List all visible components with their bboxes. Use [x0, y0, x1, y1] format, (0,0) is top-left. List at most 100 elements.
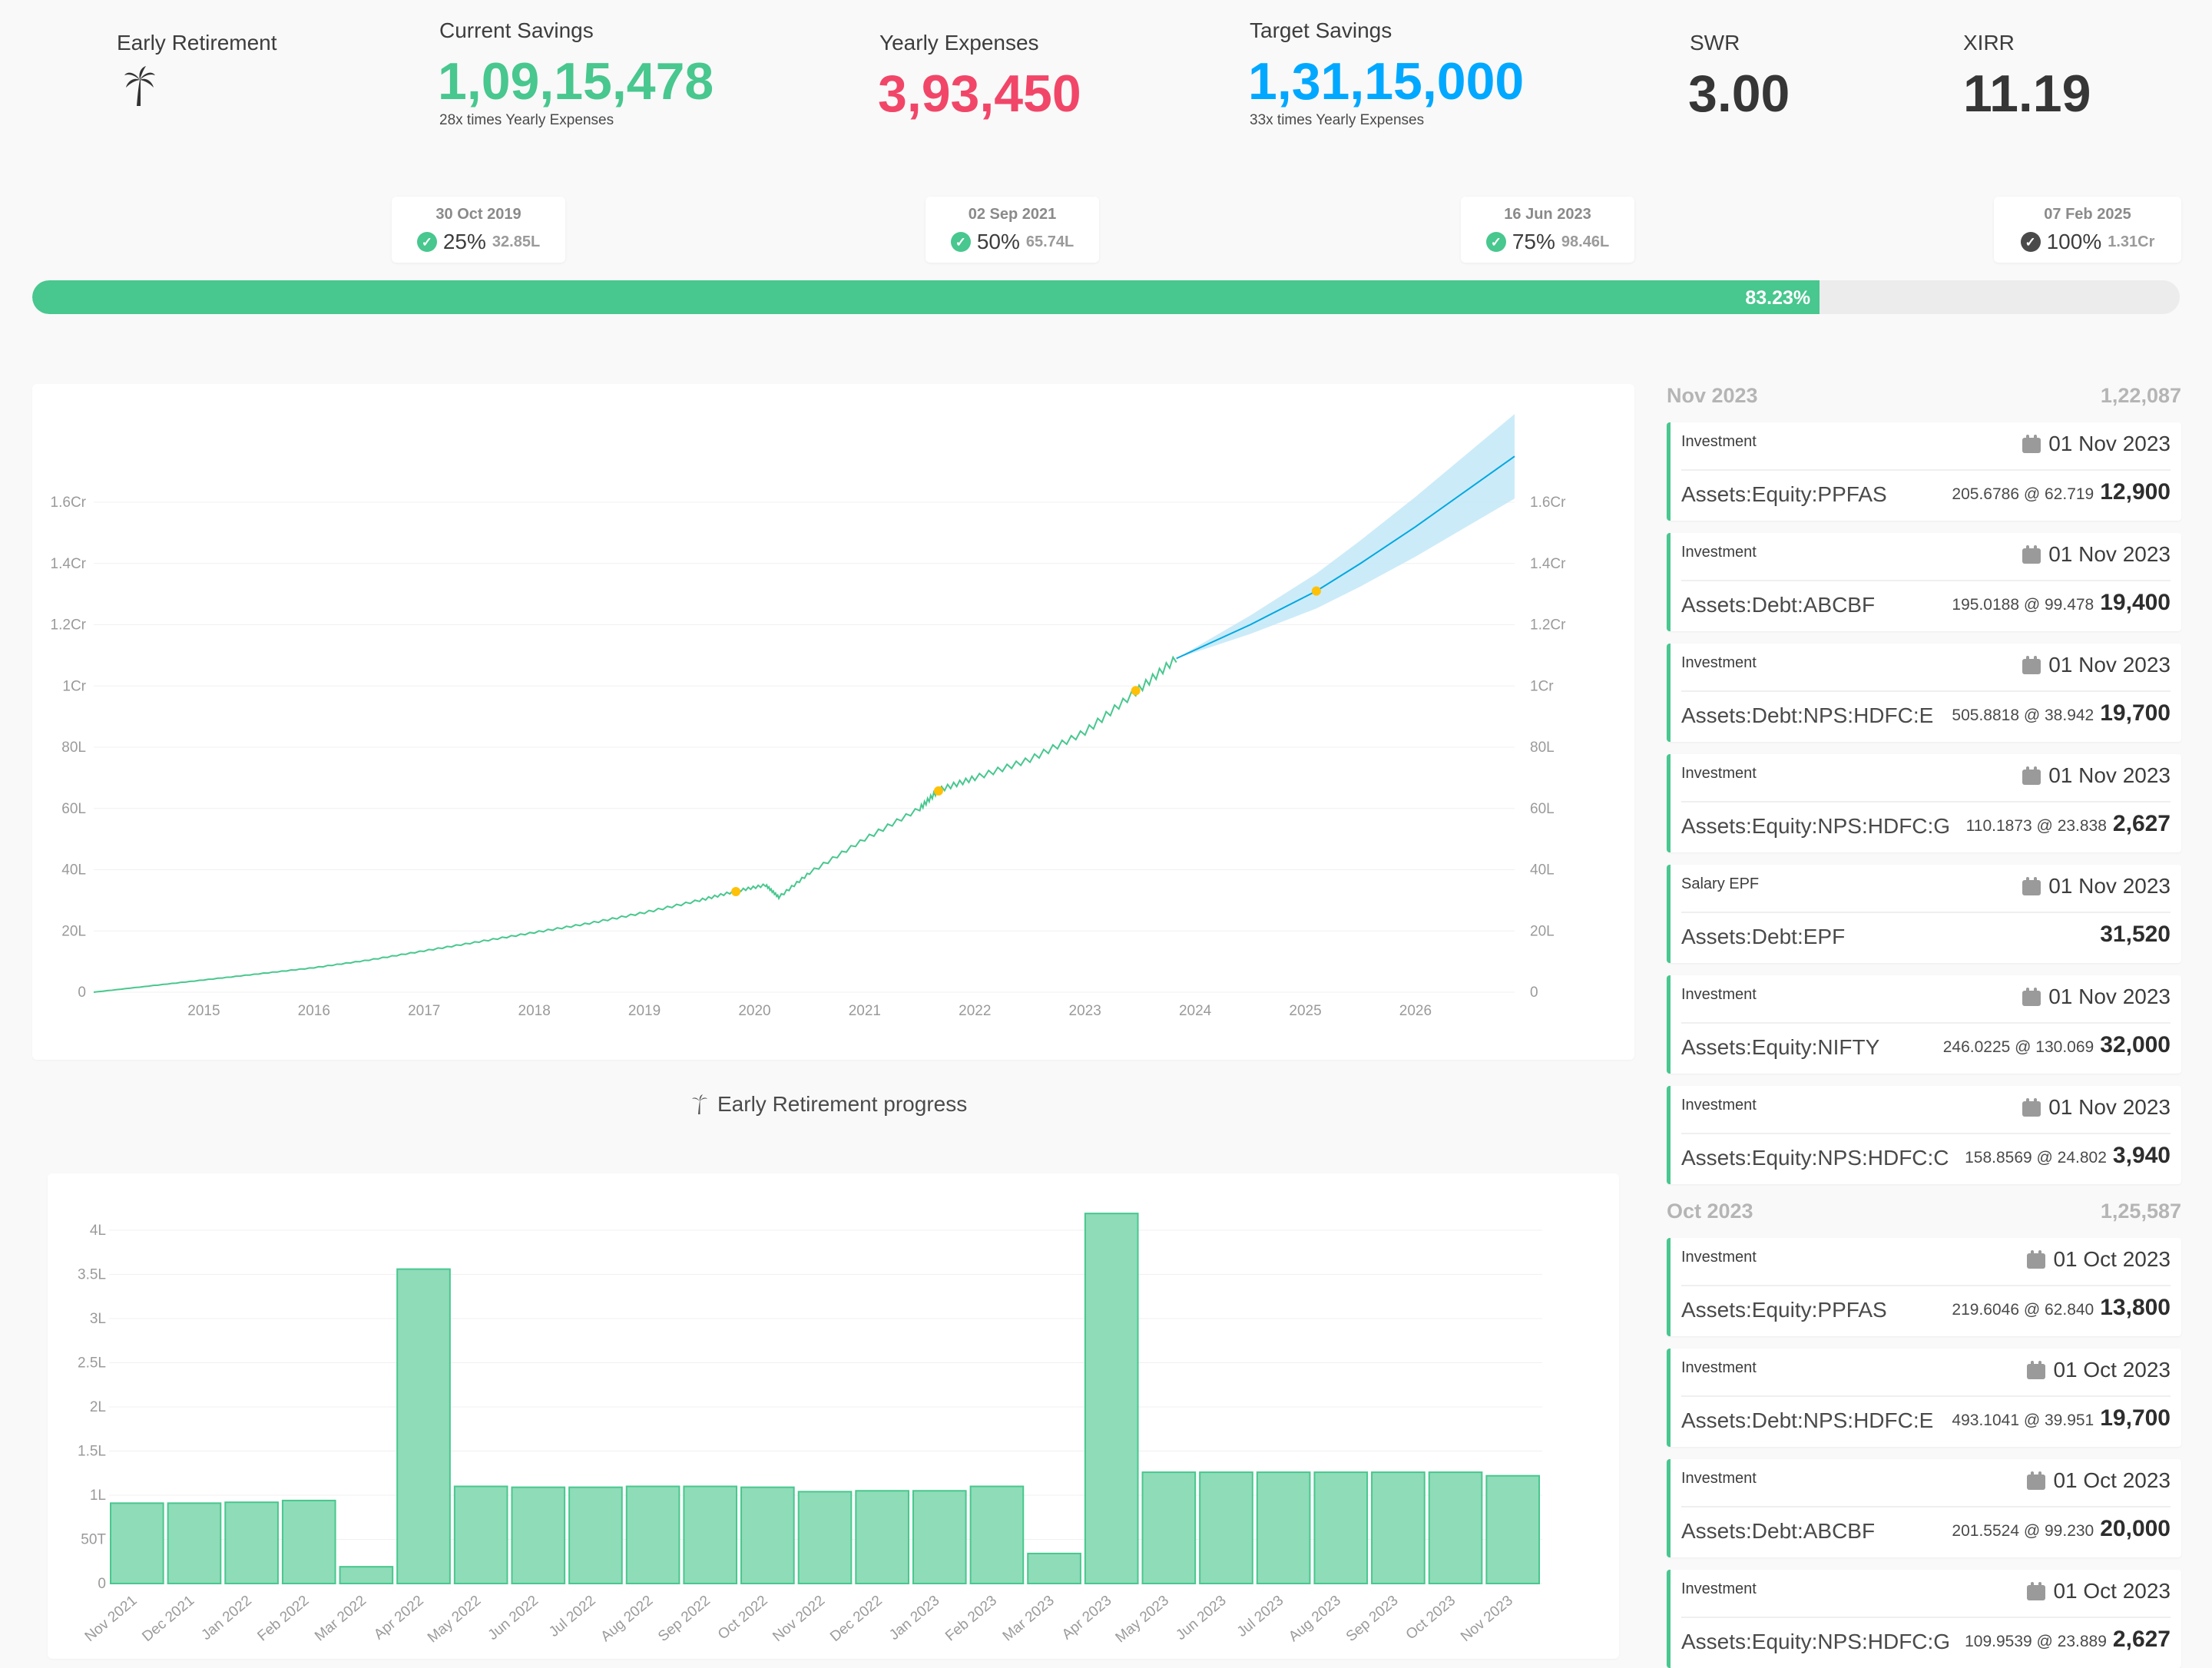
transaction-date-text: 01 Nov 2023: [2048, 985, 2171, 1008]
bar: [224, 1501, 279, 1585]
x-tick-label: Jul 2023: [1234, 1593, 1287, 1640]
transaction-description: Investment: [1681, 765, 1757, 782]
x-tick-label: Jun 2023: [1173, 1593, 1229, 1643]
transaction-units: 158.8569 @ 24.802: [1965, 1149, 2107, 1167]
transaction-card[interactable]: Investment 01 Nov 2023 Assets:Equity:NPS:H…: [1667, 754, 2181, 852]
transaction-values: 158.8569 @ 24.802 3,940: [1965, 1143, 2171, 1169]
y-tick-label: 1.4Cr: [51, 556, 87, 572]
target-savings-label: Target Savings: [1250, 18, 1392, 42]
transaction-date-text: 01 Nov 2023: [2048, 432, 2171, 455]
calendar-icon: [2027, 1582, 2046, 1600]
transaction-card[interactable]: Investment 01 Nov 2023 Assets:Debt:ABCBF 19…: [1667, 533, 2181, 631]
y-tick-label: 1.2Cr: [51, 617, 87, 634]
palm-tree-icon: [692, 1094, 707, 1114]
progress-label: 83.23%: [1745, 287, 1811, 309]
x-tick-label: Nov 2023: [1458, 1593, 1516, 1645]
bar: [396, 1268, 451, 1584]
transaction-description: Investment: [1681, 1580, 1757, 1597]
milestone-marker: [933, 786, 943, 796]
calendar-icon: [2022, 766, 2041, 785]
x-tick-label: Nov 2022: [770, 1593, 828, 1645]
x-tick-label: Aug 2023: [1286, 1593, 1344, 1645]
transaction-card[interactable]: Investment 01 Nov 2023 Assets:Equity:NPS:H…: [1667, 1086, 2181, 1184]
transaction-card[interactable]: Investment 01 Nov 2023 Assets:Equity:NIFTY…: [1667, 975, 2181, 1074]
x-tick-label: 2020: [738, 1003, 770, 1019]
bar: [855, 1490, 909, 1584]
divider: [1681, 1133, 2171, 1134]
y-tick-label: 4L: [90, 1223, 106, 1239]
milestone-amount: 65.74L: [1025, 233, 1075, 250]
calendar-icon: [2022, 1098, 2041, 1117]
transaction-values: 195.0188 @ 99.478 19,400: [1952, 590, 2171, 616]
bar: [1485, 1474, 1540, 1585]
transaction-units: 201.5524 @ 99.230: [1952, 1522, 2094, 1540]
bar: [1084, 1213, 1139, 1585]
transaction-amount: 32,000: [2100, 1032, 2171, 1057]
transaction-card[interactable]: Investment 01 Nov 2023 Assets:Debt:NPS:HDF…: [1667, 644, 2181, 742]
transaction-amount: 31,520: [2100, 922, 2171, 947]
divider: [1681, 1506, 2171, 1507]
bar: [339, 1566, 394, 1585]
bar: [1428, 1471, 1483, 1584]
transaction-units: 246.0225 @ 130.069: [1942, 1038, 2094, 1056]
y-tick-label-right: 1.6Cr: [1530, 495, 1566, 511]
transaction-account: Assets:Debt:NPS:HDFC:E: [1681, 1408, 1934, 1432]
transaction-card[interactable]: Investment 01 Oct 2023 Assets:Debt:NPS:HDF…: [1667, 1349, 2181, 1447]
milestone-percent: 25%: [442, 230, 486, 253]
x-tick-label: 2017: [408, 1003, 440, 1019]
x-tick-label: Aug 2022: [598, 1593, 656, 1645]
calendar-icon: [2022, 988, 2041, 1006]
transaction-description: Investment: [1681, 1470, 1757, 1487]
transaction-values: 505.8818 @ 38.942 19,700: [1952, 700, 2171, 726]
x-tick-label: May 2023: [1113, 1593, 1172, 1646]
y-tick-label: 0: [98, 1576, 106, 1592]
bar: [1199, 1471, 1253, 1584]
month-name: Nov 2023: [1667, 384, 1758, 407]
month-name: Oct 2023: [1667, 1200, 1753, 1223]
calendar-icon: [2027, 1361, 2046, 1379]
transaction-values: 31,520: [2094, 922, 2171, 948]
x-tick-label: Oct 2022: [715, 1593, 771, 1643]
y-tick-label-right: 1Cr: [1530, 678, 1554, 694]
transaction-description: Investment: [1681, 654, 1757, 671]
transaction-date: 01 Oct 2023: [2027, 1247, 2171, 1272]
swr-label: SWR: [1690, 31, 1740, 55]
milestone-date: 16 Jun 2023: [1504, 206, 1591, 223]
y-tick-label-right: 0: [1530, 985, 1538, 1001]
transaction-account: Assets:Equity:NPS:HDFC:G: [1681, 814, 1951, 838]
transaction-date-text: 01 Nov 2023: [2048, 653, 2171, 677]
transaction-card[interactable]: Investment 01 Oct 2023 Assets:Debt:ABCBF 20…: [1667, 1459, 2181, 1557]
transaction-card[interactable]: Investment 01 Oct 2023 Assets:Equity:PPFAS…: [1667, 1238, 2181, 1336]
transaction-card[interactable]: Investment 01 Nov 2023 Assets:Equity:PPFAS…: [1667, 422, 2181, 521]
y-tick-label: 1.6Cr: [51, 495, 87, 511]
transaction-date: 01 Nov 2023: [2022, 653, 2171, 677]
transaction-date: 01 Nov 2023: [2022, 432, 2171, 456]
transaction-values: 110.1873 @ 23.838 2,627: [1966, 811, 2171, 837]
transaction-amount: 12,900: [2100, 479, 2171, 505]
y-tick-label-right: 40L: [1530, 862, 1555, 879]
milestone-25: 30 Oct 2019 ✓ 25% 32.85L: [392, 197, 565, 263]
calendar-icon: [2022, 877, 2041, 895]
milestone-100: 07 Feb 2025 ✓ 100% 1.31Cr: [1994, 197, 2181, 263]
transaction-card[interactable]: Investment 01 Oct 2023 Assets:Equity:NPS:H…: [1667, 1570, 2181, 1668]
transaction-account: Assets:Equity:PPFAS: [1681, 1298, 1887, 1322]
x-tick-label: 2024: [1179, 1003, 1212, 1019]
section-title: Early Retirement progress: [691, 1092, 967, 1117]
transaction-account: Assets:Equity:PPFAS: [1681, 482, 1887, 506]
transaction-units: 219.6046 @ 62.840: [1952, 1301, 2094, 1319]
milestone-75: 16 Jun 2023 ✓ 75% 98.46L: [1461, 197, 1634, 263]
x-tick-label: Jun 2022: [485, 1593, 541, 1643]
x-tick-label: 2015: [187, 1003, 220, 1019]
transaction-amount: 13,800: [2100, 1295, 2171, 1320]
month-header: Oct 2023 1,25,587: [1667, 1200, 2181, 1230]
transaction-description: Salary EPF: [1681, 875, 1760, 892]
transaction-date-text: 01 Nov 2023: [2048, 542, 2171, 566]
bar: [1313, 1471, 1369, 1584]
x-tick-label: 2023: [1069, 1003, 1101, 1019]
transaction-date: 01 Nov 2023: [2022, 542, 2171, 567]
transaction-date-text: 01 Nov 2023: [2048, 1095, 2171, 1119]
bar: [797, 1491, 853, 1584]
milestone-amount: 32.85L: [492, 233, 541, 250]
transaction-card[interactable]: Salary EPF 01 Nov 2023 Assets:Debt:EPF 31,5…: [1667, 865, 2181, 963]
milestone-marker: [1131, 686, 1141, 696]
